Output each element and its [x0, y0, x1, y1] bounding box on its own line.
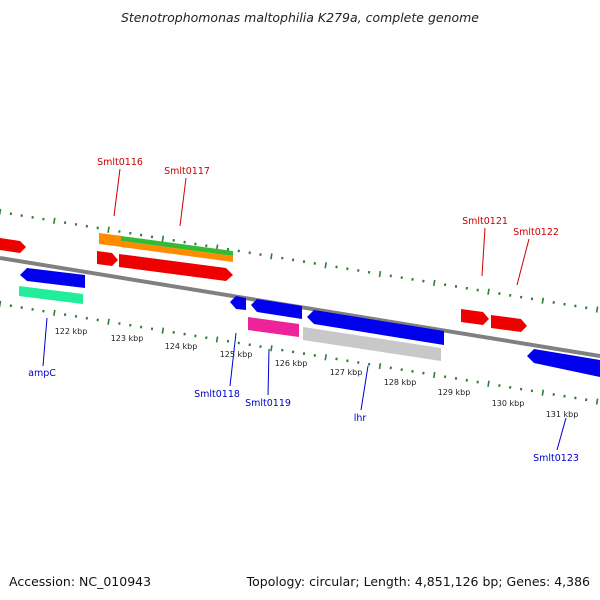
feature-smlt0117-cds[interactable] [119, 254, 233, 281]
inner-tick [487, 380, 490, 387]
scale-label: 122 kbp [55, 327, 88, 336]
inner-tick [530, 389, 534, 393]
outer-tick [53, 217, 56, 224]
inner-tick [378, 362, 382, 370]
outer-tick [0, 208, 2, 216]
feature-ampc-cds[interactable] [20, 268, 85, 288]
outer-tick [161, 235, 165, 242]
gene-label-lhr[interactable]: lhr [354, 413, 367, 424]
outer-tick [270, 253, 273, 260]
feature-smlt0119-misc[interactable] [248, 317, 299, 337]
inner-tick [161, 327, 165, 334]
outer-tick [595, 306, 599, 313]
inner-tick [541, 389, 545, 396]
outer-tick [85, 224, 89, 228]
label-line-smlt0116 [113, 168, 121, 217]
feature-smlt0118-cds[interactable] [230, 296, 246, 310]
label-line-ampc [42, 317, 48, 367]
label-line-smlt0119 [267, 348, 270, 396]
feature-ampc-misc[interactable] [19, 286, 83, 304]
feature-lhr-misc[interactable] [303, 327, 441, 361]
inner-tick [53, 309, 56, 316]
feature-smlt0123-cds[interactable] [527, 349, 600, 377]
scale-label: 124 kbp [165, 342, 198, 351]
inner-tick [0, 300, 2, 308]
inner-tick [85, 316, 89, 320]
outer-tick [324, 262, 327, 269]
outer-tick-ring [0, 208, 599, 313]
gene-label-smlt0116[interactable]: Smlt0116 [97, 157, 143, 168]
outer-tick [541, 297, 545, 304]
inner-tick [215, 336, 219, 343]
feature-smlt0116-cds[interactable] [97, 251, 118, 266]
scale-label: 129 kbp [438, 388, 471, 397]
inner-tick [595, 398, 599, 405]
scale-label: 123 kbp [111, 334, 144, 343]
gene-label-smlt0122[interactable]: Smlt0122 [513, 227, 559, 238]
scale-label: 131 kbp [546, 410, 579, 419]
outer-tick [107, 226, 110, 233]
inner-tick [270, 345, 273, 352]
label-line-smlt0117 [179, 177, 187, 227]
feature-smlt0119-cds[interactable] [251, 299, 302, 319]
genome-summary-text: Topology: circular; Length: 4,851,126 bp… [246, 574, 590, 589]
outer-tick [433, 279, 436, 287]
feature-smlt0117-misc-green[interactable] [121, 236, 233, 256]
scale-label: 130 kbp [492, 399, 525, 408]
outer-tick [530, 297, 534, 301]
feature-lhr-cds[interactable] [307, 310, 444, 345]
outer-tick [487, 288, 490, 295]
scale-label: 125 kbp [220, 350, 253, 359]
inner-tick-ring [0, 300, 599, 405]
map-title: Stenotrophomonas maltophilia K279a, comp… [121, 10, 479, 25]
gene-label-smlt0121[interactable]: Smlt0121 [462, 216, 508, 227]
feature-smlt0121-cds[interactable] [461, 309, 489, 325]
inner-tick [433, 371, 436, 379]
label-line-smlt0123 [556, 417, 567, 451]
feature-smlt0117-misc-orange[interactable] [121, 241, 233, 262]
inner-tick [324, 354, 327, 361]
gene-label-smlt0123[interactable]: Smlt0123 [533, 453, 579, 464]
feature-smlt0115-fwd[interactable] [0, 238, 26, 253]
feature-smlt0122-cds[interactable] [491, 315, 527, 332]
feature-smlt0116-misc-orange[interactable] [99, 233, 122, 247]
label-line-lhr [360, 365, 369, 411]
label-line-smlt0122 [516, 238, 530, 286]
scale-label: 127 kbp [330, 368, 363, 377]
label-line-smlt0118 [229, 332, 237, 387]
gene-label-smlt0118[interactable]: Smlt0118 [194, 389, 240, 400]
gene-label-smlt0117[interactable]: Smlt0117 [164, 166, 210, 177]
inner-tick [107, 318, 110, 325]
label-line-smlt0121 [481, 227, 486, 277]
scale-label: 128 kbp [384, 378, 417, 387]
gene-label-smlt0119[interactable]: Smlt0119 [245, 398, 291, 409]
accession-text: Accession: NC_010943 [9, 574, 151, 589]
scale-label: 126 kbp [275, 359, 308, 368]
outer-tick [378, 270, 382, 278]
gene-label-ampc[interactable]: ampC [28, 368, 56, 379]
